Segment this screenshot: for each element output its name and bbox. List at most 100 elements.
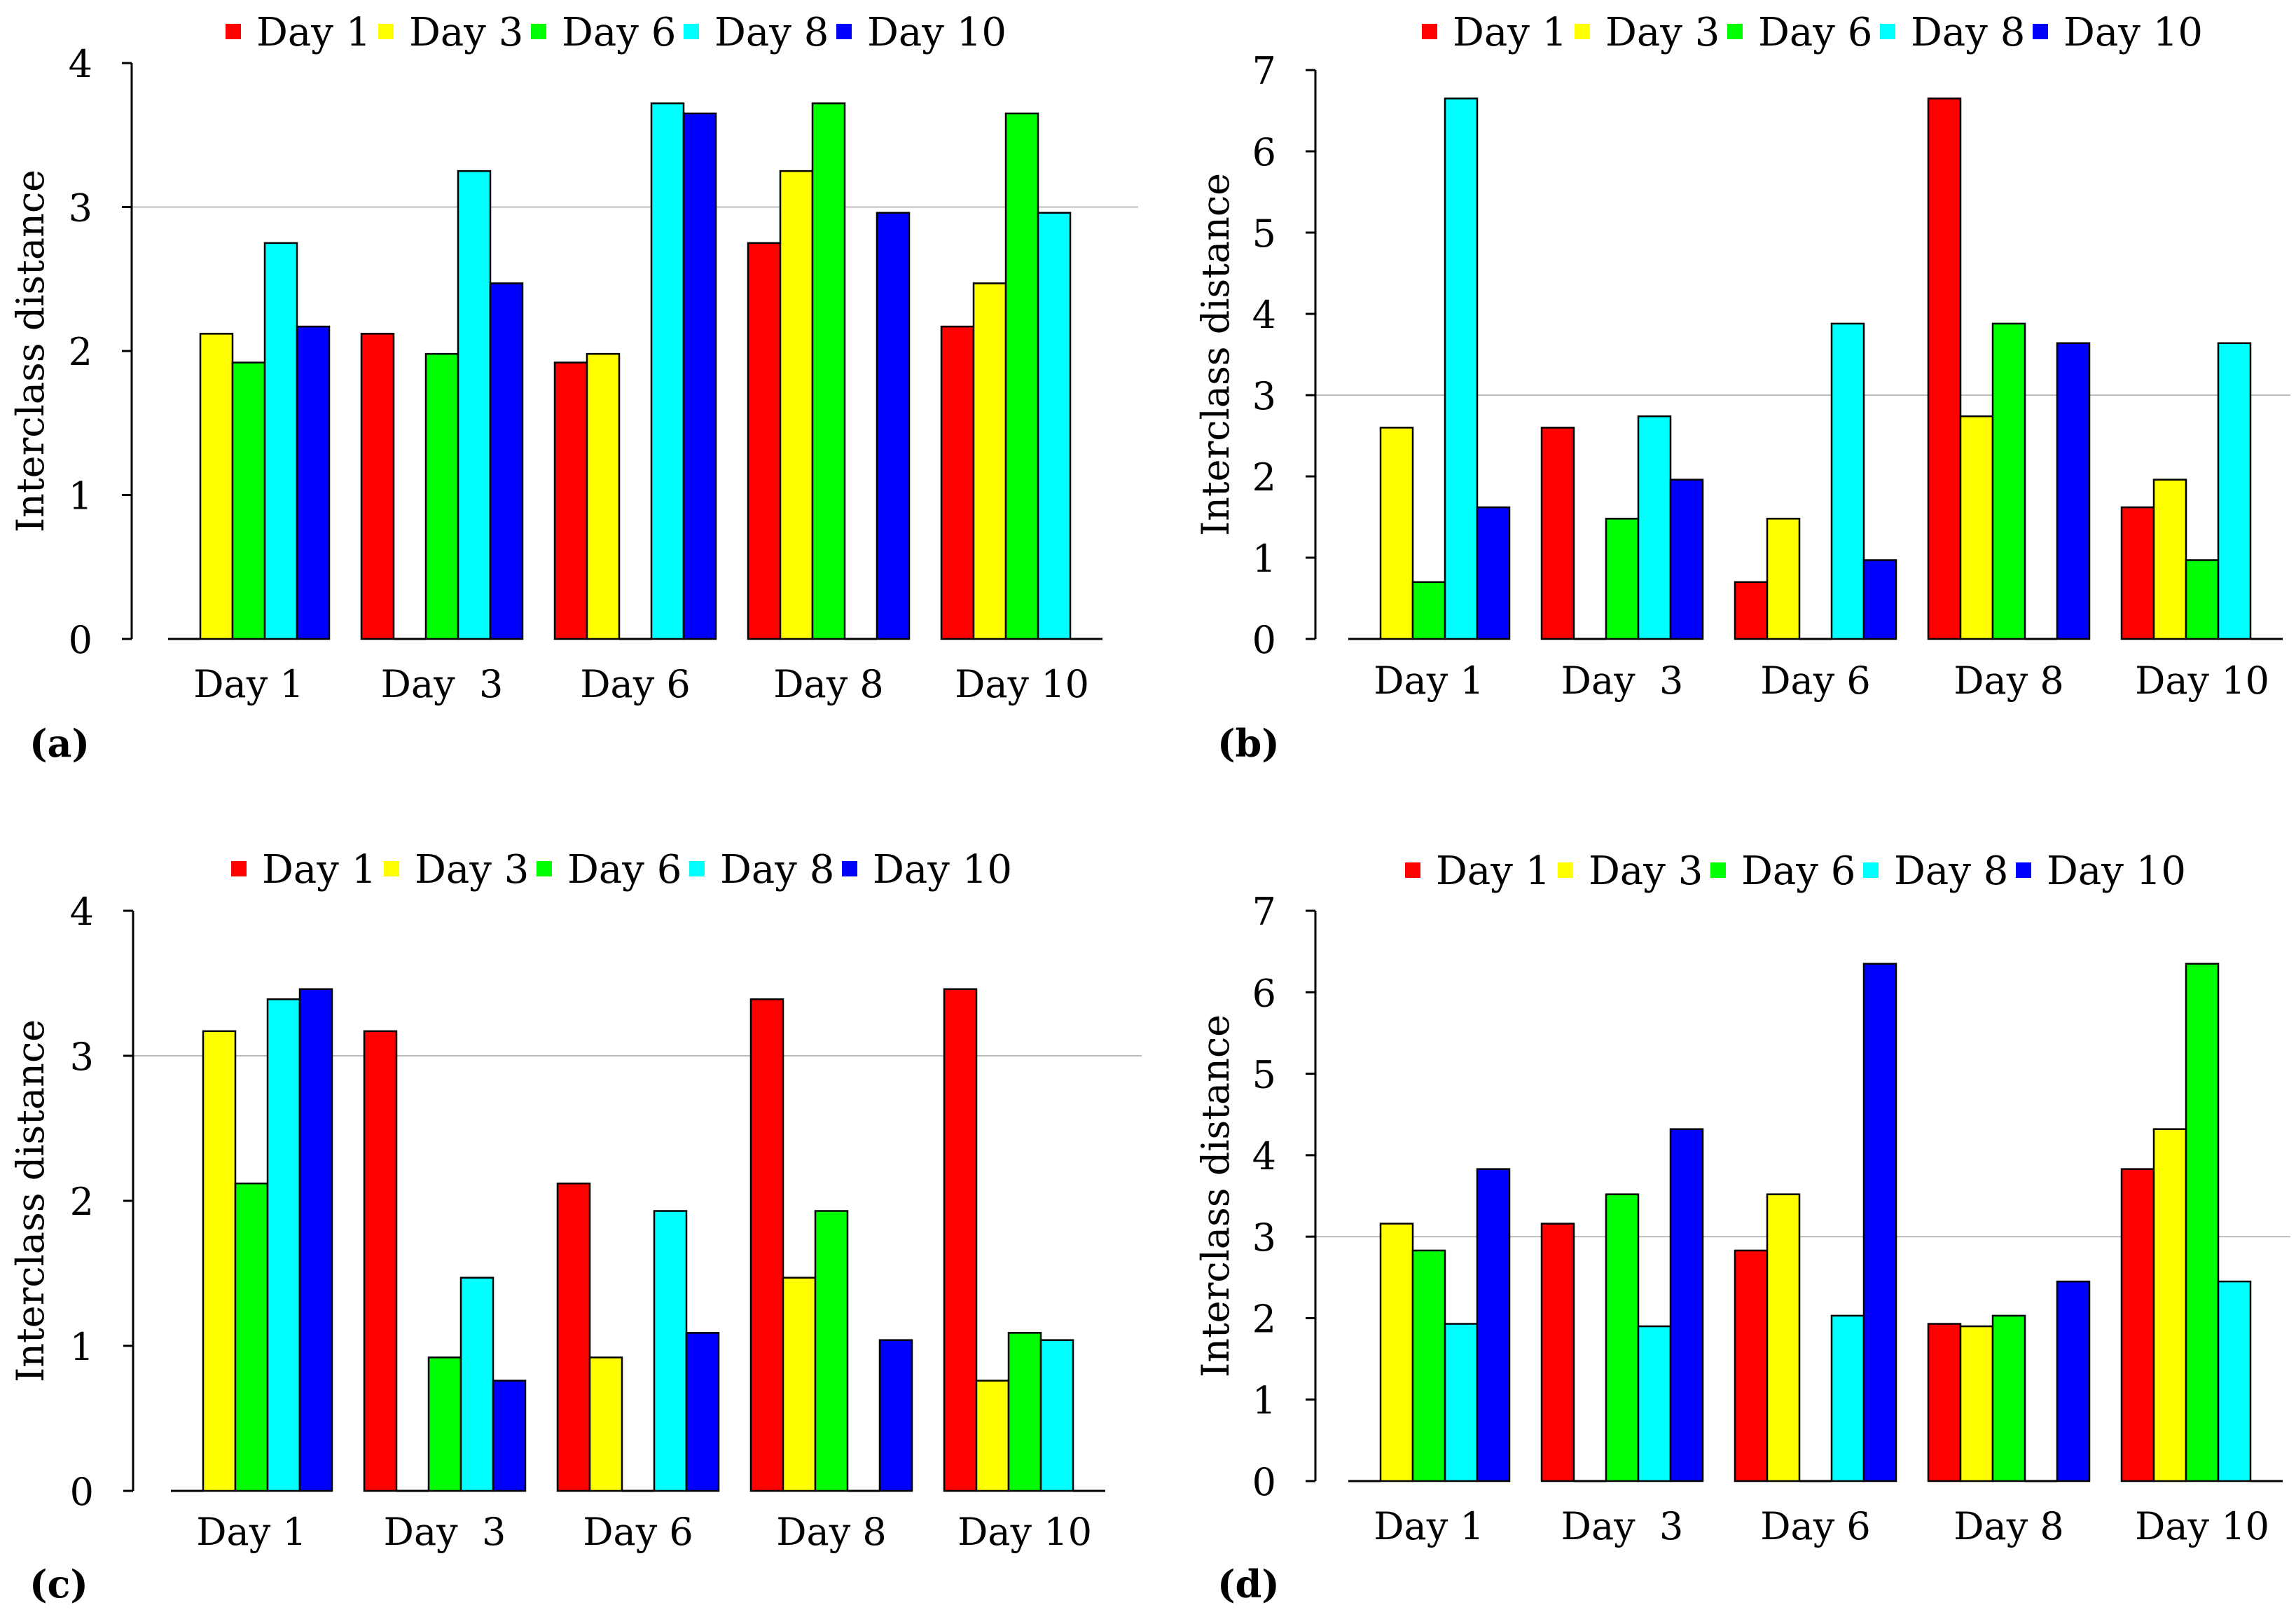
y-tick-label: 3 — [69, 186, 92, 230]
x-tick-label: Day 8 — [776, 1510, 887, 1554]
y-tick-label: 1 — [69, 474, 92, 518]
legend-swatch — [231, 861, 247, 876]
x-tick-label: Day 1 — [1374, 1504, 1484, 1548]
y-tick-label: 2 — [70, 1180, 94, 1224]
bar — [940, 325, 975, 640]
bar — [2056, 342, 2091, 640]
y-tick-label: 7 — [1252, 890, 1276, 934]
x-tick-label: Day 8 — [1953, 659, 2064, 703]
y-tick-label: 1 — [1252, 537, 1276, 581]
x-tick-label: Day 1 — [1374, 659, 1484, 703]
legend-swatch — [684, 24, 699, 39]
legend-swatch — [378, 24, 394, 39]
bar — [1862, 963, 1897, 1482]
bar — [1959, 415, 1994, 640]
legend-entry: Day 10 — [2063, 10, 2203, 55]
legend-swatch — [1710, 862, 1726, 878]
legend-swatch — [1727, 24, 1743, 39]
x-tick-label: Day 10 — [955, 662, 1089, 706]
panel-label: (c) — [29, 1562, 88, 1606]
bar — [1637, 1325, 1672, 1482]
legend-swatch — [1575, 24, 1590, 39]
bar — [682, 112, 717, 640]
legend-entry: Day 8 — [714, 10, 829, 55]
bar — [363, 1030, 398, 1492]
x-tick-label: Day 6 — [583, 1510, 693, 1554]
bar — [1379, 427, 1414, 640]
bar — [1669, 479, 1704, 640]
legend-swatch — [1422, 24, 1437, 39]
bar — [1444, 97, 1479, 640]
bar — [747, 242, 782, 640]
legend-entry: Day 1 — [262, 847, 376, 893]
bar — [650, 102, 685, 640]
bar — [1766, 1193, 1801, 1482]
bar — [1379, 1223, 1414, 1482]
legend-swatch — [2016, 862, 2031, 878]
legend-swatch — [1558, 862, 1573, 878]
x-tick-label: Day 6 — [580, 662, 691, 706]
legend-entry: Day 10 — [873, 847, 1012, 893]
bar — [1411, 581, 1446, 640]
legend-entry: Day 1 — [256, 10, 371, 55]
bar — [814, 1210, 849, 1492]
y-tick-label: 4 — [1252, 293, 1276, 337]
legend-entry: Day 6 — [562, 10, 676, 55]
panel-label: (b) — [1217, 721, 1280, 766]
bar — [1734, 1249, 1769, 1482]
x-tick-label: Day 1 — [193, 662, 304, 706]
bar — [1830, 1314, 1865, 1482]
bar — [1444, 1323, 1479, 1482]
y-tick-label: 0 — [70, 1470, 94, 1514]
legend-swatch — [226, 24, 241, 39]
bar — [1959, 1325, 1994, 1482]
bar — [1991, 322, 2026, 640]
x-tick-label: Day 6 — [1760, 1504, 1871, 1548]
y-tick-label: 0 — [1252, 1460, 1276, 1504]
y-tick-label: 5 — [1252, 212, 1276, 256]
legend-entry: Day 1 — [1453, 10, 1567, 55]
legend-entry: Day 3 — [409, 10, 523, 55]
legend-swatch — [531, 24, 546, 39]
y-tick-label: 2 — [1252, 1297, 1276, 1341]
bar — [1669, 1128, 1704, 1482]
bar — [811, 102, 846, 640]
y-tick-label: 6 — [1252, 130, 1276, 174]
y-tick-label: 4 — [70, 890, 94, 934]
bar — [1734, 581, 1769, 640]
bar — [779, 170, 814, 640]
y-axis-label: Interclass distance — [1194, 173, 1238, 536]
bar — [457, 170, 492, 640]
x-tick-label: Day 8 — [1953, 1504, 2064, 1548]
bar — [199, 333, 234, 640]
y-tick-label: 6 — [1252, 971, 1276, 1015]
bar — [2120, 506, 2155, 640]
legend-entry: Day 3 — [1605, 10, 1720, 55]
legend-entry: Day 8 — [1894, 848, 2008, 894]
y-tick-label: 0 — [69, 618, 92, 662]
bar — [231, 362, 266, 640]
y-axis-label: Interclass distance — [1194, 1014, 1238, 1377]
legend-swatch — [2033, 24, 2048, 39]
bar — [1862, 559, 1897, 640]
bar — [1037, 212, 1072, 640]
bar — [360, 333, 395, 640]
bar — [943, 988, 978, 1492]
bar — [588, 1356, 623, 1492]
bar — [2217, 342, 2252, 640]
bar — [972, 282, 1007, 640]
legend-swatch — [1863, 862, 1879, 878]
legend-swatch — [1880, 24, 1895, 39]
x-tick-label: Day 10 — [2135, 659, 2269, 703]
legend-entry: Day 8 — [1911, 10, 2025, 55]
y-axis-label: Interclass distance — [8, 1019, 53, 1382]
legend-entry: Day 10 — [867, 10, 1007, 55]
legend-entry: Day 3 — [1589, 848, 1703, 894]
x-tick-label: Day 10 — [957, 1510, 1092, 1554]
bar — [685, 1332, 720, 1492]
y-tick-label: 4 — [69, 42, 92, 86]
x-tick-label: Day 3 — [1561, 659, 1684, 703]
